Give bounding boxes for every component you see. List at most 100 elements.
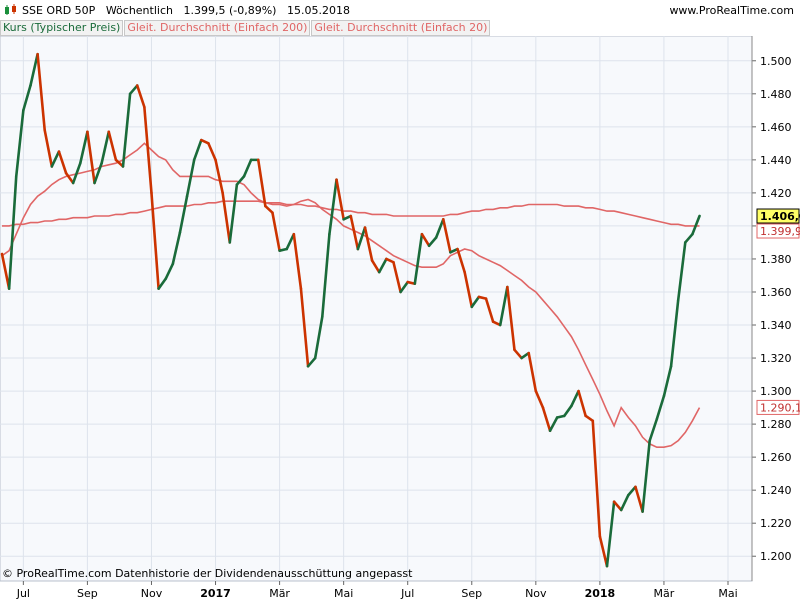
- price-segment-up: [427, 236, 438, 248]
- legend-price[interactable]: Kurs (Typischer Preis): [0, 20, 124, 36]
- price-segment-down: [335, 178, 345, 221]
- legend-ma200[interactable]: Gleit. Durchschnitt (Einfach 200): [124, 20, 311, 36]
- price-segment-up: [648, 417, 659, 442]
- last-value-tag: 1.406,0: [756, 208, 800, 224]
- price-segment-up: [605, 500, 616, 568]
- price-segment-up: [320, 232, 331, 319]
- quote-date: 15.05.2018: [286, 4, 350, 17]
- price-segment-up: [157, 277, 168, 290]
- price-segment-up: [691, 214, 701, 236]
- price-line: [0, 52, 701, 568]
- price-segment-down: [534, 389, 545, 409]
- price-segment-up: [641, 439, 652, 513]
- price-segment-up: [171, 231, 182, 266]
- y-tick-label: 1.380: [760, 253, 792, 266]
- y-axis: 1.5001.4801.4601.4401.4201.4001.3801.360…: [751, 36, 792, 581]
- ma200-line: [2, 200, 700, 227]
- y-tick-label: 1.300: [760, 385, 792, 398]
- y-tick-label: 1.420: [760, 187, 792, 200]
- legend-ma20[interactable]: Gleit. Durchschnitt (Einfach 20): [311, 20, 491, 36]
- x-tick-label: Jul: [400, 587, 414, 600]
- price-segment-up: [178, 194, 189, 234]
- price-segment-down: [513, 348, 523, 360]
- last-value-tags: 1.406,0 1.399,9 1.290,1: [756, 208, 800, 415]
- price-segment-down: [591, 419, 602, 538]
- price-segment-up: [7, 175, 18, 290]
- price-segment-up: [78, 130, 89, 165]
- price-segment-down: [634, 485, 644, 513]
- price-segment-down: [456, 247, 466, 274]
- price-segment-up: [328, 178, 338, 236]
- price-segment-up: [627, 485, 637, 497]
- y-tick-label: 1.460: [760, 121, 792, 134]
- price-segment-down: [612, 500, 623, 512]
- symbol: SSE ORD 50P: [22, 4, 96, 17]
- site-link[interactable]: www.ProRealTime.com: [669, 4, 794, 17]
- footer-note: © ProRealTime.com Datenhistorie der Divi…: [2, 567, 413, 580]
- price-segment-down: [256, 158, 267, 208]
- price-segment-down: [292, 232, 303, 290]
- legend: Kurs (Typischer Preis) Gleit. Durchschnit…: [0, 20, 491, 36]
- price-segment-down: [385, 257, 395, 264]
- price-segment-up: [228, 183, 239, 244]
- y-tick-label: 1.220: [760, 517, 792, 530]
- instrument-info: SSE ORD 50P Wöchentlich 1.399,5 (-0,89%)…: [22, 4, 350, 17]
- price-segment-up: [548, 416, 559, 433]
- price-segment-up: [185, 158, 196, 198]
- price-segment-up: [14, 109, 25, 178]
- x-tick-label: Jul: [16, 587, 30, 600]
- price-segment-down: [207, 142, 217, 162]
- x-tick-label: Mai: [334, 587, 353, 600]
- candlestick-icon: [5, 4, 16, 15]
- y-tick-label: 1.500: [760, 55, 792, 68]
- svg-text:1.406,0: 1.406,0: [760, 210, 800, 223]
- x-tick-label: Nov: [141, 587, 163, 600]
- price-segment-down: [463, 270, 474, 309]
- price-segment-up: [413, 232, 424, 286]
- y-tick-label: 1.340: [760, 319, 792, 332]
- price-segment-down: [150, 191, 160, 290]
- price-segment-down: [363, 226, 374, 262]
- price-segment-down: [271, 211, 281, 252]
- price-segment-up: [235, 175, 246, 186]
- price-segment-down: [598, 535, 609, 568]
- price-segment-down: [57, 150, 68, 175]
- x-tick-label: Mai: [718, 587, 737, 600]
- price-segment-down: [484, 297, 495, 324]
- y-tick-label: 1.320: [760, 352, 792, 365]
- price-segment-up: [22, 84, 32, 112]
- price-segment-up: [562, 404, 573, 418]
- price-segment-up: [619, 493, 630, 512]
- price-segment-up: [93, 161, 103, 185]
- price-segment-down: [264, 204, 274, 215]
- price-segment-up: [71, 161, 82, 185]
- y-tick-label: 1.200: [760, 550, 792, 563]
- chart-header: SSE ORD 50P Wöchentlich 1.399,5 (-0,89%)…: [0, 0, 800, 20]
- price-segment-down: [584, 414, 595, 423]
- price-segment-up: [570, 389, 580, 408]
- price-segment-up: [399, 280, 410, 294]
- price-segment-up: [164, 262, 175, 281]
- price-segment-down: [214, 158, 224, 195]
- price-segment-down: [441, 218, 452, 254]
- price-segment-up: [669, 298, 680, 368]
- y-tick-label: 1.360: [760, 286, 792, 299]
- y-tick-label: 1.480: [760, 88, 792, 101]
- price-segment-down: [36, 52, 47, 132]
- price-segment-up: [29, 52, 39, 87]
- price-segment-up: [306, 356, 317, 368]
- price-segment-down: [86, 130, 96, 185]
- x-tick-label: Sep: [77, 587, 98, 600]
- price-segment-up: [520, 351, 531, 360]
- price-segment-down: [135, 84, 146, 109]
- last-price: 1.399,5 (-0,89%): [183, 4, 277, 17]
- x-tick-label: Mär: [269, 587, 290, 600]
- x-tick-label: Mär: [654, 587, 675, 600]
- price-chart[interactable]: 1.5001.4801.4601.4401.4201.4001.3801.360…: [0, 36, 800, 600]
- price-segment-up: [470, 295, 481, 309]
- x-tick-label: Nov: [525, 587, 547, 600]
- price-segment-down: [0, 252, 11, 290]
- price-segment-down: [577, 389, 587, 418]
- price-segment-down: [43, 128, 54, 168]
- price-segment-up: [498, 285, 509, 327]
